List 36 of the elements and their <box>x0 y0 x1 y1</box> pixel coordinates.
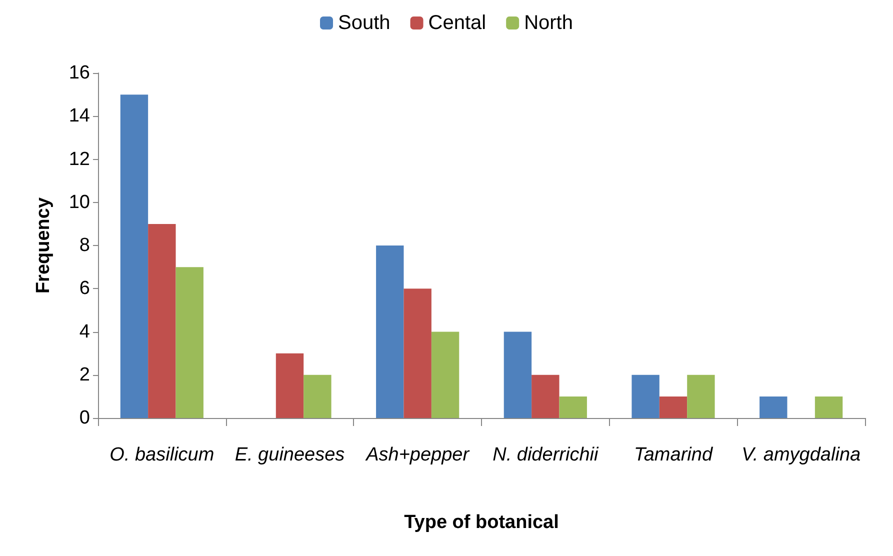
legend-label: North <box>524 12 573 34</box>
y-axis-title: Frequency <box>33 197 54 294</box>
x-axis-title: Type of botanical <box>404 512 559 533</box>
bar <box>687 374 715 418</box>
bar <box>120 94 148 418</box>
bar <box>276 353 304 418</box>
bar <box>148 224 176 418</box>
bar <box>304 374 332 418</box>
y-tick-label: 0 <box>79 408 90 428</box>
y-tick-label: 4 <box>79 321 90 342</box>
legend-label: Cental <box>428 12 486 34</box>
bar <box>504 332 532 418</box>
bar <box>659 396 688 418</box>
bar <box>760 396 788 418</box>
bar <box>632 374 660 418</box>
bar <box>431 332 460 418</box>
y-tick-label: 16 <box>68 62 90 84</box>
y-tick-label: 10 <box>68 192 90 213</box>
bar <box>404 288 432 418</box>
y-tick-label: 14 <box>68 106 90 127</box>
y-tick-label: 8 <box>79 235 90 256</box>
y-tick-label: 6 <box>79 278 90 300</box>
bar <box>176 267 204 418</box>
x-tick-label: N. diderrichii <box>492 444 599 466</box>
y-tick-label: 12 <box>68 148 90 170</box>
x-tick-label: Tamarind <box>634 444 714 466</box>
x-tick-label: E. guineeses <box>234 444 346 466</box>
bar <box>814 396 843 418</box>
x-tick-label: Ash+pepper <box>365 444 470 466</box>
y-tick-label: 2 <box>79 364 90 386</box>
bar <box>532 374 560 418</box>
legend-label: South <box>338 12 390 34</box>
bar <box>559 396 587 418</box>
x-tick-label: V. amygdalina <box>742 444 861 466</box>
bar <box>376 246 404 418</box>
x-tick-label: O. basilicum <box>110 444 214 466</box>
